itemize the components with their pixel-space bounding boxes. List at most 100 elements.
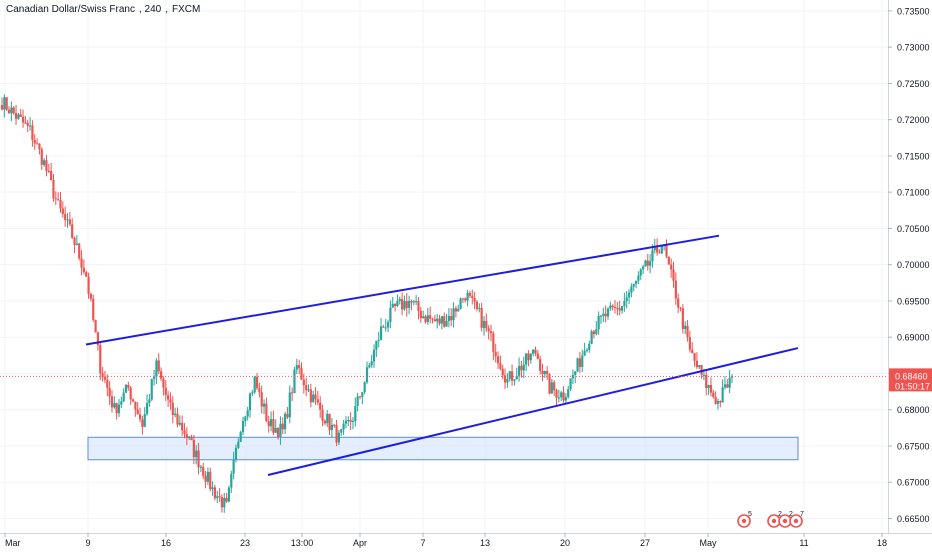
candle-up[interactable]	[422, 310, 425, 319]
candle-down[interactable]	[110, 390, 114, 413]
candle-down[interactable]	[429, 306, 432, 324]
candle-up[interactable]	[641, 264, 645, 275]
candle-up[interactable]	[408, 295, 411, 315]
candle-up[interactable]	[66, 213, 69, 228]
candle-down[interactable]	[157, 353, 160, 375]
candle-down[interactable]	[286, 407, 289, 419]
candle-down[interactable]	[82, 259, 85, 275]
candle-up[interactable]	[274, 419, 277, 434]
candle-up[interactable]	[351, 416, 355, 430]
candle-down[interactable]	[272, 410, 275, 436]
candle-down[interactable]	[400, 292, 404, 316]
candle-up[interactable]	[269, 411, 273, 432]
candle-up[interactable]	[644, 259, 647, 267]
candle-down[interactable]	[335, 419, 338, 447]
candle-up[interactable]	[529, 352, 532, 364]
candle-down[interactable]	[604, 305, 607, 323]
economic-event-icon[interactable]: 2	[767, 511, 782, 528]
candle-up[interactable]	[637, 271, 640, 285]
candle-up[interactable]	[117, 398, 121, 417]
candle-down[interactable]	[492, 331, 495, 361]
candle-up[interactable]	[574, 371, 577, 384]
candle-up[interactable]	[43, 158, 46, 167]
candle-up[interactable]	[361, 391, 364, 405]
candle-up[interactable]	[232, 451, 235, 480]
candle-down[interactable]	[164, 380, 167, 402]
candle-down[interactable]	[59, 191, 62, 213]
candle-up[interactable]	[340, 428, 343, 436]
candle-down[interactable]	[562, 386, 565, 403]
candle-down[interactable]	[433, 314, 436, 322]
candle-up[interactable]	[253, 375, 256, 395]
candle-down[interactable]	[160, 367, 163, 382]
candle-down[interactable]	[7, 106, 11, 114]
candle-down[interactable]	[192, 434, 195, 465]
candle-up[interactable]	[436, 313, 439, 329]
candle-up[interactable]	[145, 394, 149, 416]
candle-down[interactable]	[705, 371, 708, 396]
candle-up[interactable]	[120, 396, 123, 408]
candle-down[interactable]	[181, 415, 184, 436]
candle-up[interactable]	[684, 321, 687, 335]
candle-up[interactable]	[372, 344, 376, 368]
candle-down[interactable]	[78, 242, 81, 261]
candle-down[interactable]	[316, 390, 319, 406]
candle-down[interactable]	[19, 108, 22, 117]
candle-down[interactable]	[496, 351, 500, 369]
candle-up[interactable]	[206, 467, 209, 486]
candle-down[interactable]	[695, 352, 699, 369]
candle-down[interactable]	[291, 387, 294, 402]
candle-down[interactable]	[688, 330, 691, 353]
candle-down[interactable]	[96, 331, 100, 351]
candle-up[interactable]	[251, 389, 254, 396]
candle-up[interactable]	[384, 318, 387, 332]
candle-up[interactable]	[241, 416, 245, 436]
candle-down[interactable]	[197, 443, 200, 475]
candle-up[interactable]	[122, 388, 125, 403]
candle-up[interactable]	[284, 411, 287, 434]
candle-down[interactable]	[108, 381, 111, 405]
candle-down[interactable]	[176, 407, 179, 428]
candle-down[interactable]	[674, 272, 677, 305]
candle-up[interactable]	[230, 470, 233, 494]
candle-down[interactable]	[5, 97, 8, 111]
candle-down[interactable]	[424, 314, 427, 324]
candle-up[interactable]	[482, 316, 486, 336]
candle-down[interactable]	[646, 253, 649, 271]
candle-down[interactable]	[255, 373, 259, 390]
candle-up[interactable]	[295, 358, 298, 375]
candle-up[interactable]	[447, 308, 450, 328]
candle-down[interactable]	[169, 392, 172, 410]
candle-up[interactable]	[244, 415, 247, 427]
candle-down[interactable]	[138, 407, 142, 423]
candle-down[interactable]	[686, 320, 689, 342]
candle-up[interactable]	[347, 416, 350, 427]
candle-down[interactable]	[204, 470, 207, 489]
candle-up[interactable]	[590, 329, 593, 345]
candle-up[interactable]	[452, 302, 455, 328]
candle-up[interactable]	[248, 392, 252, 418]
candle-down[interactable]	[129, 385, 132, 405]
candle-down[interactable]	[24, 116, 27, 124]
candle-up[interactable]	[391, 297, 394, 308]
candle-down[interactable]	[47, 163, 50, 174]
candle-up[interactable]	[337, 429, 341, 446]
candle-down[interactable]	[64, 206, 67, 227]
candle-down[interactable]	[80, 250, 83, 276]
candle-down[interactable]	[258, 382, 261, 398]
candle-down[interactable]	[405, 292, 408, 317]
candle-up[interactable]	[513, 379, 516, 386]
candle-up[interactable]	[698, 365, 701, 369]
candle-down[interactable]	[382, 324, 385, 328]
candle-up[interactable]	[571, 369, 574, 385]
candle-up[interactable]	[728, 370, 731, 394]
candle-up[interactable]	[522, 356, 525, 379]
candle-down[interactable]	[431, 317, 434, 324]
candle-up[interactable]	[525, 353, 528, 372]
candle-down[interactable]	[171, 396, 174, 424]
candle-up[interactable]	[246, 406, 249, 421]
candle-up[interactable]	[440, 315, 443, 330]
candle-down[interactable]	[726, 379, 729, 388]
